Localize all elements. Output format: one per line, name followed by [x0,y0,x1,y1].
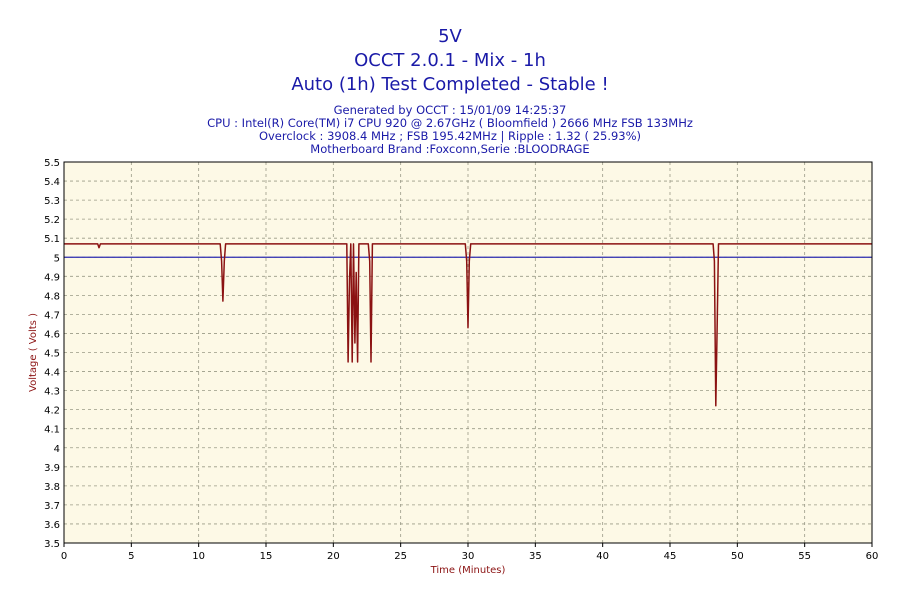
x-tick-label: 15 [260,551,273,562]
x-tick-label: 35 [529,551,542,562]
info-overclock: Overclock : 3908.4 MHz ; FSB 195.42MHz |… [258,129,642,143]
y-tick-label: 4 [54,444,60,455]
info-cpu: CPU : Intel(R) Core(TM) i7 CPU 920 @ 2.6… [207,116,693,130]
y-tick-label: 5 [54,253,60,264]
y-tick-label: 4.1 [44,425,60,436]
y-tick-label: 5.2 [44,215,60,226]
x-tick-label: 5 [128,551,134,562]
y-tick-label: 5.4 [44,177,60,188]
x-tick-label: 25 [394,551,407,562]
y-tick-label: 5.1 [44,234,60,245]
x-axis-label: Time (Minutes) [430,565,506,576]
y-tick-label: 4.6 [44,329,60,340]
x-tick-label: 40 [596,551,609,562]
x-tick-label: 45 [664,551,677,562]
y-tick-label: 4.8 [44,291,60,302]
y-tick-label: 3.7 [44,501,60,512]
y-tick-label: 4.3 [44,387,60,398]
y-tick-label: 3.9 [44,463,60,474]
x-tick-label: 50 [731,551,744,562]
chart-subtitle-test: OCCT 2.0.1 - Mix - 1h [354,50,546,71]
y-tick-label: 4.4 [44,368,60,379]
x-tick-label: 20 [327,551,340,562]
y-tick-label: 4.9 [44,272,60,283]
y-tick-label: 3.6 [44,520,60,531]
voltage-series-line [64,243,872,407]
x-tick-label: 30 [462,551,475,562]
y-tick-label: 5.3 [44,196,60,207]
x-tick-label: 55 [798,551,811,562]
x-tick-label: 10 [192,551,205,562]
y-axis-label: Voltage ( Volts ) [28,313,39,392]
y-tick-label: 3.8 [44,482,60,493]
info-generated: Generated by OCCT : 15/01/09 14:25:37 [333,103,567,117]
x-tick-label: 60 [866,551,879,562]
y-tick-label: 3.5 [44,539,60,550]
series-layer [64,243,872,407]
y-tick-label: 4.5 [44,349,60,360]
chart-subtitle-status: Auto (1h) Test Completed - Stable ! [291,74,609,95]
tick-labels: 3.5 3.6 3.7 3.8 3.9 4 4.1 4.2 4.3 4.4 4.5 4.6 4.7 4.8… [44,158,878,562]
y-tick-label: 4.2 [44,406,60,417]
chart-title: 5V [438,26,462,47]
y-tick-label: 4.7 [44,310,60,321]
y-tick-label: 5.5 [44,158,60,169]
info-motherboard: Motherboard Brand :Foxconn,Serie :BLOODR… [310,142,590,156]
x-tick-label: 0 [61,551,67,562]
grid [64,162,872,543]
